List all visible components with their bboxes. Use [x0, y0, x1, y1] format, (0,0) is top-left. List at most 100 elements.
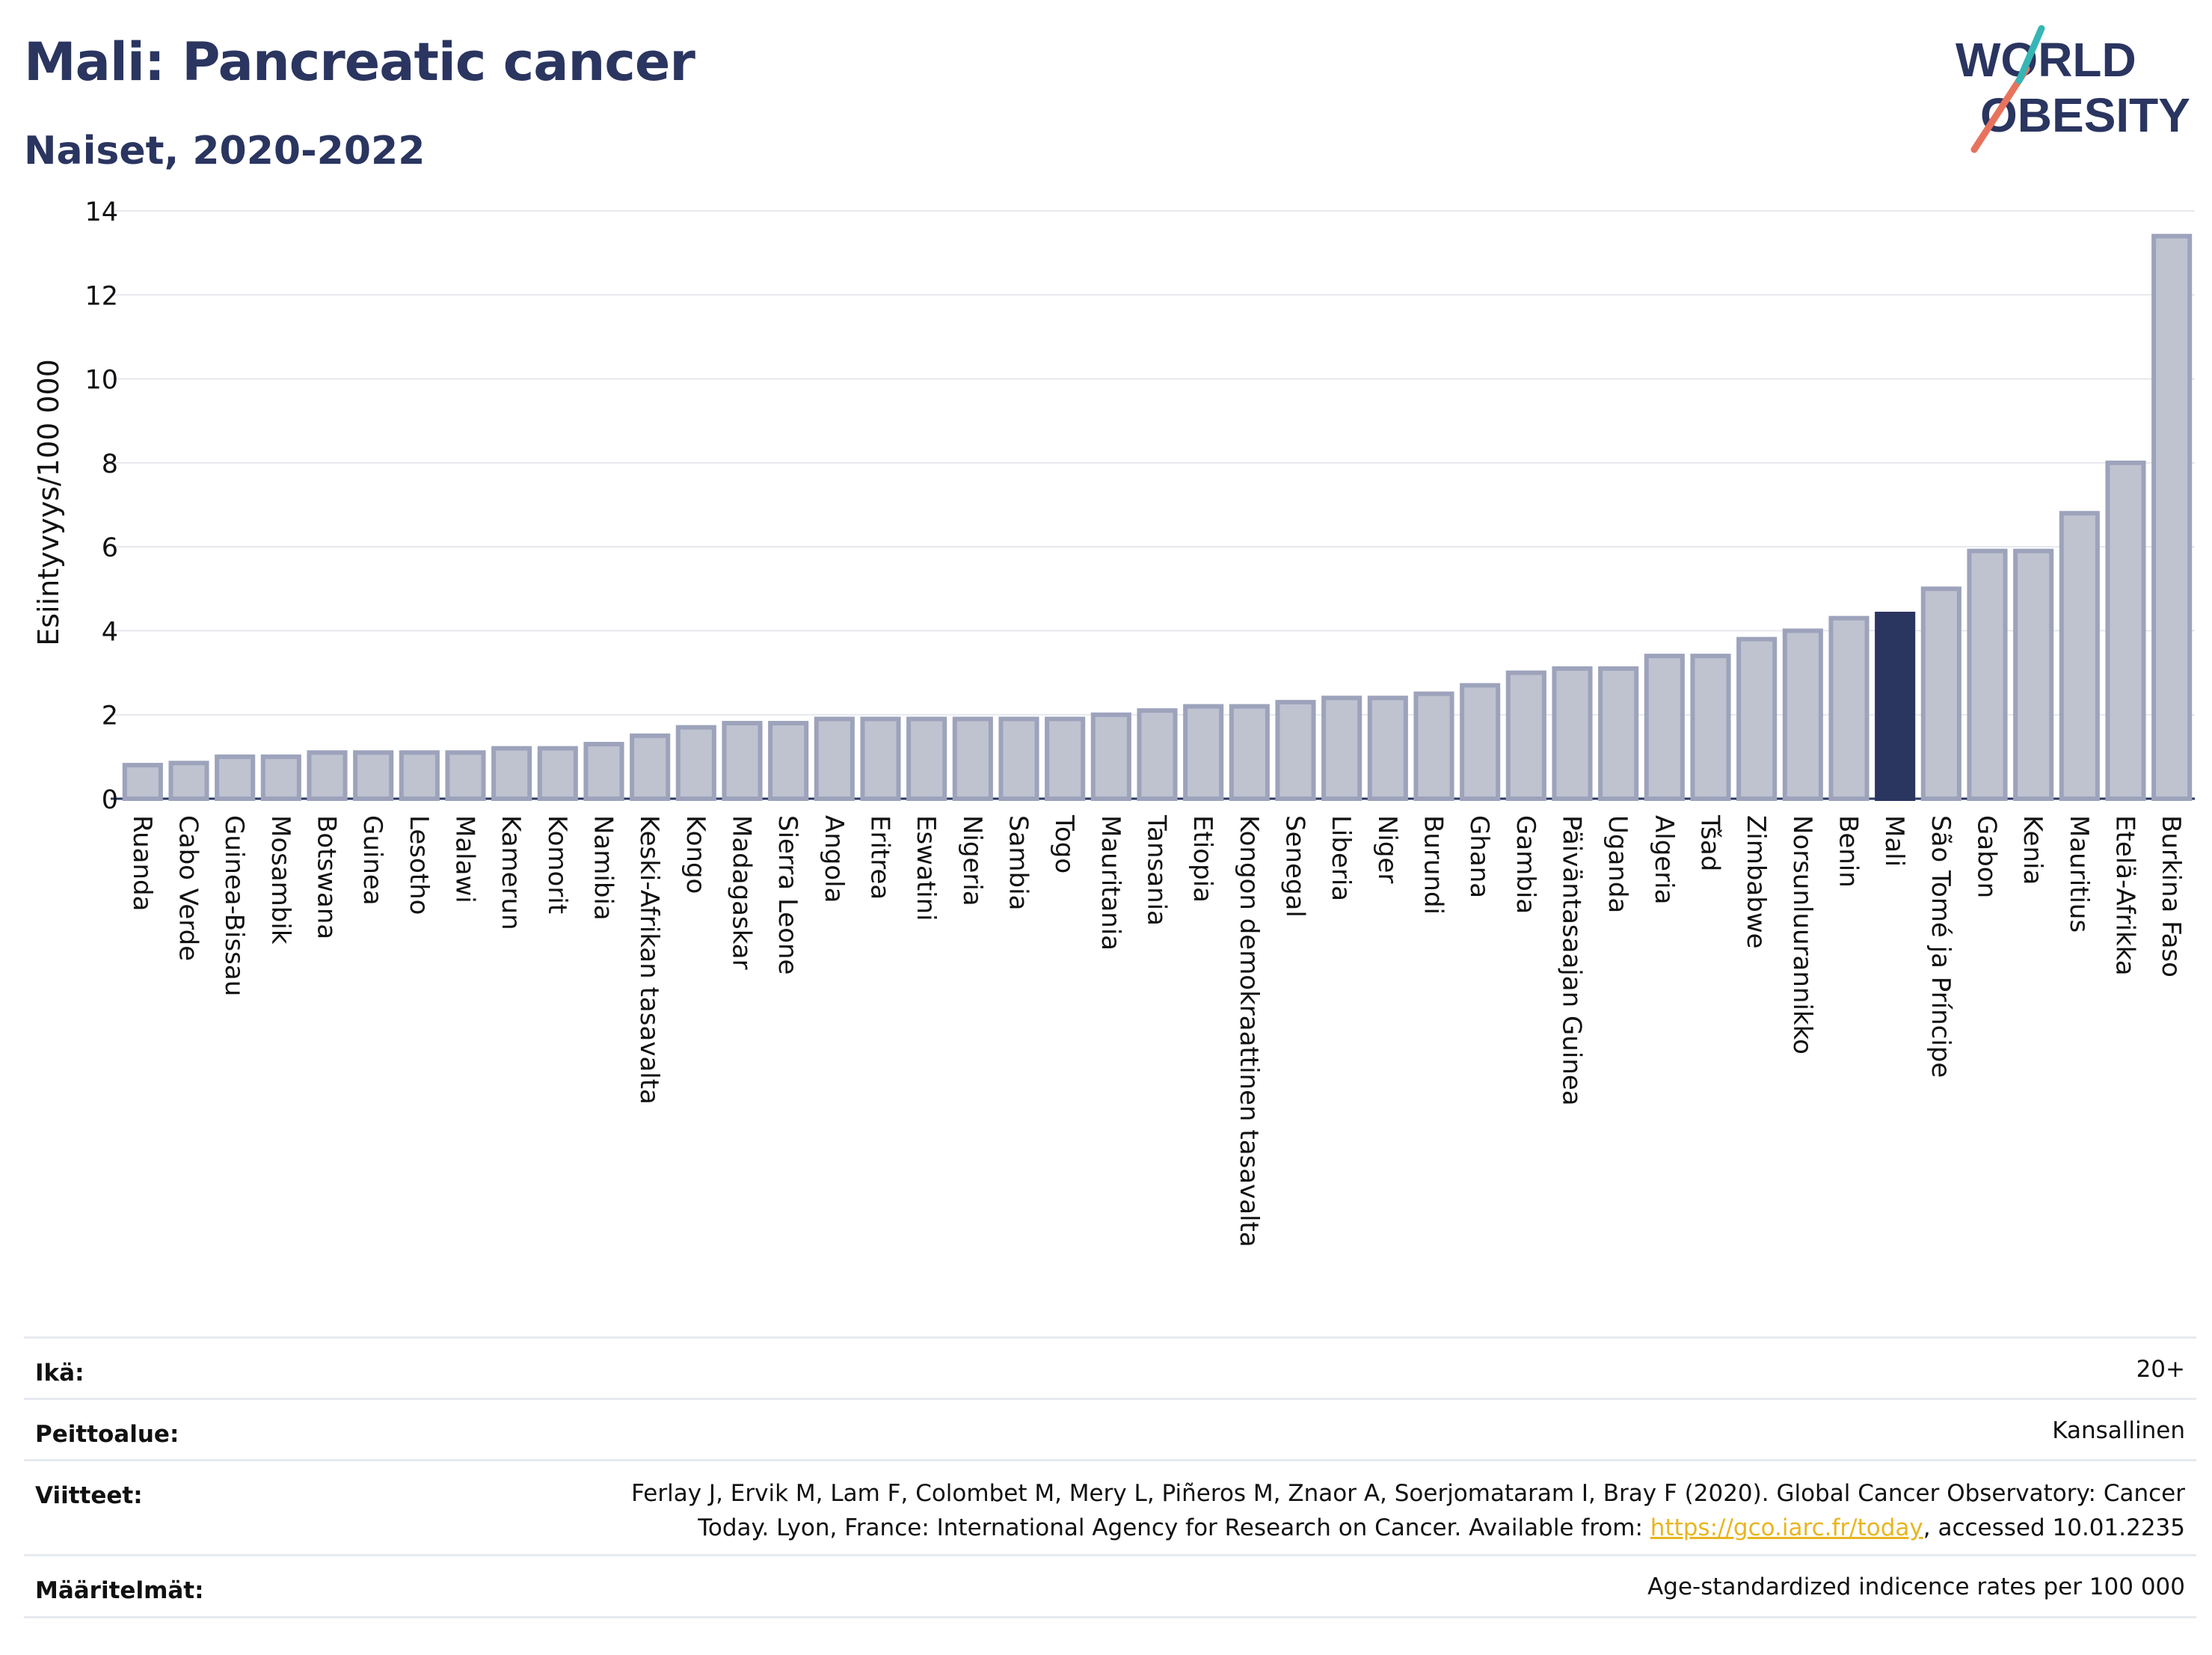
x-tick-label: Togo	[1049, 814, 1079, 873]
bar	[630, 733, 671, 801]
coverage-value: Kansallinen	[2052, 1417, 2185, 1444]
x-tick-label: Zimbabwe	[1741, 815, 1771, 949]
bar	[445, 750, 486, 801]
x-tick-label: Senegal	[1280, 815, 1310, 918]
x-tick-label: Namibia	[589, 815, 618, 921]
x-tick-label: Etiopia	[1188, 815, 1217, 903]
x-tick-label: Uganda	[1603, 815, 1632, 913]
bar	[353, 750, 394, 801]
y-tick-label: 0	[102, 785, 118, 815]
bar	[1183, 704, 1224, 801]
bar	[1321, 696, 1362, 801]
logo-line2: OBESITY	[1980, 88, 2190, 142]
x-tick-label: Mauritania	[1096, 815, 1125, 951]
meta-row-coverage: Peittoalue: Kansallinen	[24, 1398, 2196, 1460]
references-value: Ferlay J, Ervik M, Lam F, Colombet M, Me…	[631, 1476, 2185, 1545]
x-tick-label: Guinea-Bissau	[219, 815, 249, 996]
x-tick-label: Nigeria	[957, 815, 987, 906]
bar	[399, 750, 440, 801]
bar	[260, 754, 301, 801]
x-tick-label: Benin	[1834, 815, 1864, 888]
bar	[998, 716, 1039, 801]
x-tick-label: Kongo	[681, 815, 710, 894]
x-tick-label: Kenia	[2018, 815, 2047, 885]
bar	[168, 761, 209, 801]
bar	[722, 720, 763, 802]
x-tick-label: São Tomé ja Príncipe	[1926, 815, 1956, 1078]
x-tick-label: Sierra Leone	[772, 815, 802, 974]
x-tick-label: Mali	[1879, 815, 1909, 867]
bar	[2013, 548, 2054, 801]
y-tick-label: 10	[85, 366, 118, 396]
bar	[537, 746, 578, 802]
references-line2-pre: Today. Lyon, France: International Agenc…	[698, 1514, 1650, 1541]
bar	[1598, 666, 1639, 802]
x-tick-label: Malawi	[450, 815, 480, 903]
x-tick-label: Lesotho	[404, 815, 434, 915]
x-tick-label: Niger	[1372, 815, 1402, 883]
bar	[1090, 712, 1131, 802]
x-tick-label: Keski-Afrikan tasavalta	[634, 815, 664, 1105]
logo-line1: WORLD	[1956, 33, 2136, 87]
references-link[interactable]: https://gco.iarc.fr/today	[1650, 1514, 1923, 1541]
x-tick-label: Norsunluurannikko	[1787, 815, 1817, 1054]
x-tick-label: Kamerun	[496, 815, 526, 930]
y-tick-label: 6	[102, 533, 118, 563]
x-tick-label: Tšad	[1695, 814, 1725, 871]
age-label: Ikä:	[35, 1360, 85, 1387]
x-tick-label: Burundi	[1419, 815, 1448, 915]
x-tick-label: Cabo Verde	[173, 815, 203, 961]
bar	[2105, 460, 2146, 801]
references-line2-post: , accessed 10.01.2235	[1923, 1514, 2185, 1541]
bar-highlight	[1875, 611, 1916, 801]
bar	[768, 720, 809, 802]
y-tick-label: 14	[85, 197, 118, 227]
references-line1: Ferlay J, Ervik M, Lam F, Colombet M, Me…	[631, 1480, 2185, 1507]
bar	[583, 742, 624, 801]
bar	[1552, 666, 1593, 802]
bar	[1137, 708, 1178, 801]
bar	[1229, 704, 1270, 801]
x-tick-label: Guinea	[357, 815, 387, 906]
bar	[1413, 691, 1454, 802]
x-tick-label: Eritrea	[865, 815, 895, 900]
bar	[491, 746, 532, 802]
bar	[1828, 615, 1870, 801]
bar	[952, 716, 993, 801]
bar	[1045, 716, 1086, 801]
y-axis-label: Esiintyvyys/100 000	[32, 359, 65, 646]
x-tick-label: Päiväntasaajan Guinea	[1557, 815, 1587, 1106]
coverage-label: Peittoalue:	[35, 1421, 179, 1448]
bar	[215, 754, 256, 801]
bar	[1367, 696, 1408, 801]
bar	[675, 725, 716, 801]
bar	[1782, 628, 1823, 802]
bar	[1644, 654, 1685, 801]
meta-row-definitions: Määritelmät: Age-standardized indicence …	[24, 1554, 2196, 1618]
x-tick-label: Ruanda	[127, 815, 157, 911]
x-tick-label: Madagaskar	[727, 815, 757, 970]
logo-slash-teal	[2015, 25, 2045, 85]
definitions-value: Age-standardized indicence rates per 100…	[1647, 1573, 2185, 1600]
world-obesity-logo: WORLD OBESITY	[1956, 25, 2190, 153]
x-tick-label: Sambia	[1004, 815, 1033, 910]
x-tick-label: Liberia	[1326, 815, 1356, 901]
x-tick-label: Etelä-Afrikka	[2110, 815, 2140, 976]
bar	[1967, 548, 2008, 801]
bar	[2059, 511, 2100, 801]
bar	[122, 763, 163, 801]
bar	[860, 716, 901, 801]
bar-chart: 0 2 4 6 8 10 12 14 Ruanda Cabo Verde Guinea-Bissa…	[32, 197, 2195, 1247]
definitions-label: Määritelmät:	[35, 1577, 204, 1604]
chart-title: Mali: Pancreatic cancer	[24, 31, 695, 93]
y-tick-label: 8	[102, 449, 118, 479]
y-tick-label: 2	[102, 701, 118, 731]
meta-row-age: Ikä: 20+	[24, 1336, 2196, 1398]
x-tick-label: Ghana	[1464, 815, 1494, 898]
x-tick-label: Botswana	[312, 815, 342, 939]
references-label: Viitteet:	[35, 1482, 143, 1509]
bar	[1690, 654, 1731, 801]
y-tick-label: 4	[102, 617, 118, 647]
bar	[906, 716, 947, 801]
bar	[1736, 636, 1778, 802]
